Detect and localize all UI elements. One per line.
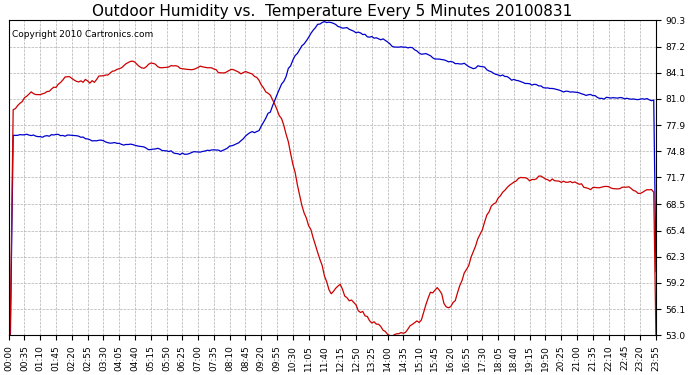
Title: Outdoor Humidity vs.  Temperature Every 5 Minutes 20100831: Outdoor Humidity vs. Temperature Every 5… bbox=[92, 4, 573, 19]
Text: Copyright 2010 Cartronics.com: Copyright 2010 Cartronics.com bbox=[12, 30, 153, 39]
